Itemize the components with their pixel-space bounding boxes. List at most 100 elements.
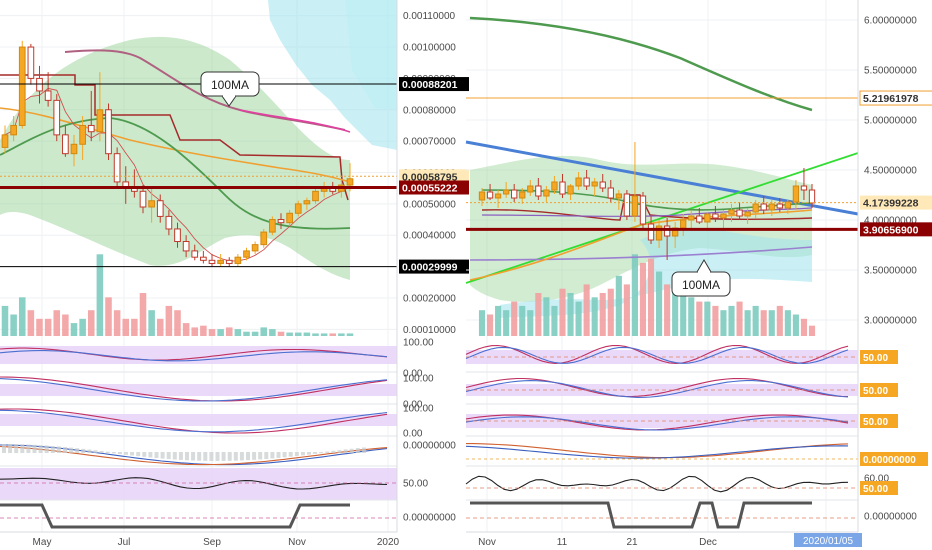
volume-bar [200,325,207,336]
candle-body [688,215,695,221]
volume-bar [338,333,345,336]
volume-bar [251,331,259,336]
histogram-bar [282,452,287,458]
y-tick-label: 0.00070000 [403,137,456,148]
trend-line-green [465,152,859,284]
indicator-label: 0.00000000 [863,455,916,466]
left-100ma-annotation: 100MA [200,71,260,107]
volume-bar [575,301,582,336]
candle-body [277,219,285,224]
volume-bar [559,288,566,336]
histogram-bar [258,452,263,460]
ma-mauve [64,49,346,131]
indicator-label-box [860,383,898,397]
volume-bar [656,271,663,336]
y-tick-label: 0.00010000 [403,325,456,336]
y-tick-label: 3.50000000 [864,266,917,277]
ichimoku-cloud [345,0,397,110]
left-horizontal-levels [0,83,397,268]
oscillator-line [0,350,388,362]
candle-body [234,256,242,264]
volume-bar [234,329,242,336]
left-volume-bars [1,254,354,336]
indicator-label: 50.00 [863,417,888,428]
y-tick-label: 5.00000000 [864,116,917,127]
ma-dark-red [0,74,349,201]
volume-bar [148,310,155,336]
volume-bar [1,305,9,336]
volume-bar [623,284,630,336]
volume-bar [631,254,638,336]
volume-bar [776,305,783,336]
candle-body [591,181,598,187]
volume-bar [768,310,775,336]
indicator-label: 50.00 [863,484,888,495]
right-100ma-callout-pointer [696,259,712,273]
candle-body [44,90,52,101]
volume-bar [269,329,276,336]
x-tick-label: Dec [699,537,717,548]
histogram-bar [337,450,342,453]
candle-body [113,153,121,183]
oscillator-line [0,477,388,490]
candle-body [752,203,759,213]
x-tick-label: 21 [626,537,638,548]
oscillator-line [0,347,388,361]
ma-long-green [469,16,813,112]
volume-bar [320,333,328,336]
candle-body [736,209,743,217]
histogram-bar [63,447,67,453]
candle-body [655,225,663,241]
histogram-bar [300,452,305,456]
x-tick-label: 2020/01/05 [803,536,853,547]
volume-bar [519,305,526,336]
histogram-bar [288,452,293,457]
oscillator-line [465,344,849,364]
histogram-bar [191,452,196,461]
volume-bar [303,332,311,336]
histogram-bar [239,452,244,461]
histogram-bar [270,452,275,459]
candle-body [559,181,566,195]
volume-bar [760,310,767,336]
volume-bar [672,288,679,336]
volume-bar [174,310,181,336]
volume-bar [800,318,808,336]
candle-body [303,200,311,205]
candle-body [486,191,494,199]
indicator-label: 100.00 [403,338,434,349]
right-100ma-label: 100MA [682,278,720,292]
histogram-bar [215,452,220,461]
candle-body [18,46,26,126]
left-chart-panel[interactable]: 100MA 0.001100000.001000000.000900000.00… [0,0,469,548]
volume-bar [113,310,121,336]
candle-body [96,109,104,133]
candle-body [286,212,293,224]
candle-body [294,203,302,214]
left-100ma-callout-pointer [221,95,237,107]
volume-bar [744,310,751,336]
price-label-box [399,180,469,195]
histogram-bar [185,452,189,461]
volume-bar [808,325,816,336]
volume-bar [511,301,518,336]
histogram-bar [130,452,135,456]
right-chart-panel[interactable]: 100MA 6.00000000 5.50000000 5.00000000 4.50… [465,0,932,548]
ma-purple [469,246,813,261]
volume-bar [784,310,791,336]
candle-body [1,134,9,148]
oscillator-line [465,445,849,459]
x-tick-label: 11 [557,537,568,548]
histogram-bar [343,449,348,453]
indicator-label: 0.00 [403,429,423,440]
price-label-box [399,77,469,92]
candle-body [269,219,276,233]
candle-body [139,190,147,208]
histogram-bar [319,452,324,454]
histogram-bar [246,452,250,461]
left-100ma-label: 100MA [211,78,249,92]
trend-line-blue [465,140,859,216]
indicator-label: 100.00 [403,404,434,415]
volume-bar [615,275,622,336]
histogram-bar [124,452,128,455]
